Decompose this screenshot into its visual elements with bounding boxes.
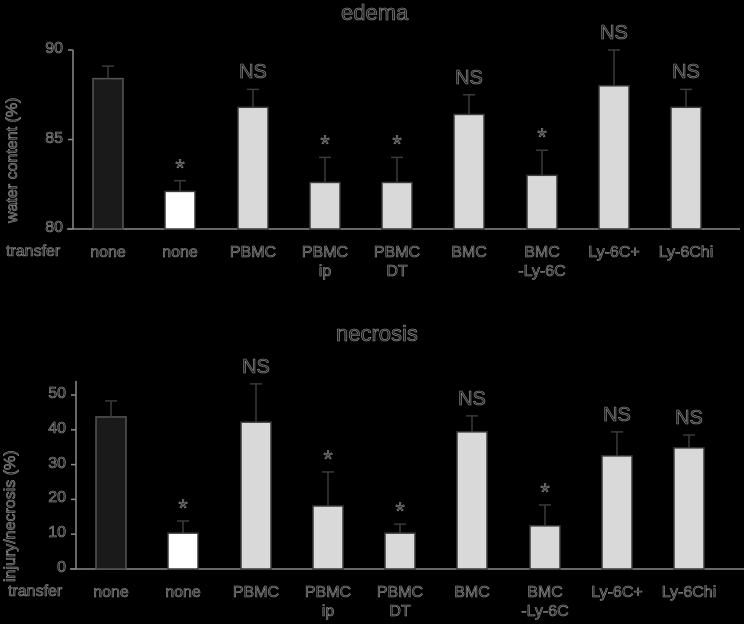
ns-annotation: NS <box>458 387 486 411</box>
category-label: BMC -Ly-6C <box>521 584 569 621</box>
significance-asterisk: * <box>323 445 333 474</box>
necrosis-transfer-label: transfer <box>8 583 63 601</box>
y-tick-label: 50 <box>48 385 66 403</box>
significance-asterisk: * <box>320 131 330 159</box>
ns-annotation: NS <box>675 407 703 430</box>
edema-transfer-label: transfer <box>6 243 61 261</box>
category-label: PBMC ip <box>304 584 352 621</box>
y-tick-label: 30 <box>48 454 66 472</box>
category-label: PBMC ip <box>301 244 349 281</box>
category-label: PBMC <box>232 584 280 602</box>
category-label: Ly-6C+ <box>591 584 643 602</box>
y-tick-label: 85 <box>45 129 63 147</box>
category-label: BMC <box>454 584 490 602</box>
y-tick-label: 10 <box>48 524 66 542</box>
category-label: none <box>93 584 129 602</box>
category-label: PBMC DT <box>373 244 421 281</box>
category-label: Ly-6Chi <box>661 584 717 602</box>
necrosis-title: necrosis <box>336 321 419 347</box>
category-label: Ly-6Chi <box>658 244 714 262</box>
category-label: BMC <box>451 244 487 262</box>
edema-title: edema <box>341 0 409 25</box>
y-tick-label: 20 <box>48 489 66 507</box>
category-label: Ly-6C+ <box>588 244 640 262</box>
ns-annotation: NS <box>600 22 628 45</box>
ns-annotation: NS <box>455 66 483 89</box>
significance-asterisk: * <box>392 131 402 159</box>
ns-annotation: NS <box>239 61 267 84</box>
significance-asterisk: * <box>178 494 188 523</box>
significance-asterisk: * <box>540 478 550 507</box>
ns-annotation: NS <box>672 61 700 84</box>
y-tick-label: 80 <box>45 219 63 237</box>
category-label: none <box>90 244 126 262</box>
significance-asterisk: * <box>537 124 547 152</box>
category-label: none <box>162 244 198 262</box>
edema-ylabel: water content (%) <box>4 97 22 223</box>
y-tick-label: 40 <box>48 419 66 437</box>
category-label: PBMC <box>229 244 277 262</box>
y-tick-label: 90 <box>45 40 63 58</box>
category-label: none <box>165 584 201 602</box>
necrosis-ylabel: injury/necrosis (%) <box>2 450 20 582</box>
y-tick-label: 0 <box>57 559 67 577</box>
category-label: PBMC DT <box>376 584 424 621</box>
category-label: BMC -Ly-6C <box>518 244 566 281</box>
significance-asterisk: * <box>175 154 185 182</box>
significance-asterisk: * <box>395 498 405 526</box>
ns-annotation: NS <box>242 355 270 379</box>
ns-annotation: NS <box>603 403 631 427</box>
